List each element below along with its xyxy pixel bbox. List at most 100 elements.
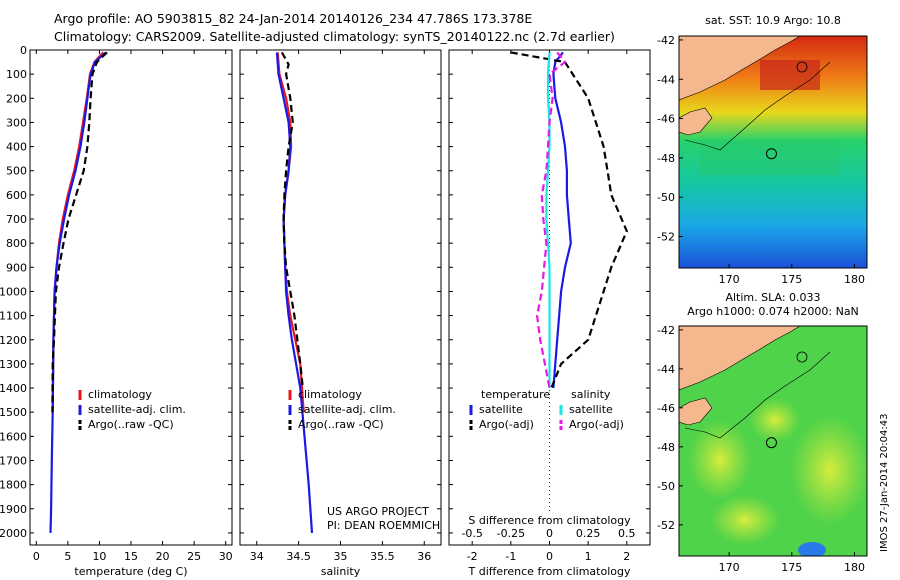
- x-tick-label: 175: [781, 273, 802, 286]
- x-axis-label: salinity: [321, 565, 361, 578]
- y-tick-label: 1900: [0, 503, 27, 516]
- sst-warm-patch: [760, 60, 820, 90]
- header-line-1: Argo profile: AO 5903815_82 24-Jan-2014 …: [54, 11, 533, 26]
- x-tick-label: 180: [844, 273, 865, 286]
- y-tick-label: 700: [6, 213, 27, 226]
- argo-float-marker: [765, 437, 777, 449]
- sla-map: [679, 326, 867, 556]
- x-tick-label: 2: [623, 550, 630, 563]
- x-tick-label: 35.5: [370, 550, 395, 563]
- y-tick-label: -52: [657, 519, 675, 532]
- plot-frame: [239, 49, 442, 546]
- y-tick-label: 100: [6, 68, 27, 81]
- legend-label: satellite: [569, 403, 613, 416]
- y-tick-label: 900: [6, 261, 27, 274]
- x-tick-label: 170: [719, 561, 740, 574]
- series-line-salinity-satellite: [545, 52, 551, 388]
- x2-tick-label: 0.5: [618, 527, 636, 540]
- sst-map-axes: 170 175 180 -42 -44 -46 -48 -50 -52: [657, 34, 868, 286]
- map-frame: [678, 35, 868, 269]
- y-tick-label: 1500: [0, 406, 27, 419]
- series-line-satellite-adj-clim-: [49, 51, 107, 533]
- sst-map-title: sat. SST: 10.9 Argo: 10.8: [705, 14, 841, 27]
- pi-label: PI: DEAN ROEMMICH: [327, 519, 440, 532]
- x-tick-label: 25: [187, 550, 201, 563]
- imos-timestamp: IMOS 27-Jan-2014 20:04:43: [879, 413, 890, 552]
- shelf-contour: [684, 351, 831, 439]
- y-tick-label: -50: [657, 480, 675, 493]
- y-tick-label: -44: [657, 363, 675, 376]
- y-tick-label: 1200: [0, 334, 27, 347]
- sla-map-title: Altim. SLA: 0.033: [725, 291, 820, 304]
- y-tick-label: -42: [657, 34, 675, 47]
- x-tick-label: 0: [546, 550, 553, 563]
- feature-marker: [796, 61, 808, 73]
- header-line-2: Climatology: CARS2009. Satellite-adjuste…: [54, 29, 615, 44]
- sla-map-subtitle: Argo h1000: 0.074 h2000: NaN: [687, 305, 859, 318]
- x-tick-label: 30: [219, 550, 233, 563]
- x-tick-label: 20: [156, 550, 170, 563]
- y-tick-label: -46: [657, 113, 675, 126]
- legend-label: Argo(..raw -QC): [88, 418, 174, 431]
- legend-header: salinity: [571, 388, 611, 401]
- x2-tick-label: 0.25: [576, 527, 601, 540]
- x2-axis-label: S difference from climatology: [468, 514, 631, 527]
- y-tick-label: -46: [657, 402, 675, 415]
- y-tick-label: 1300: [0, 358, 27, 371]
- plot-frame: [29, 49, 233, 546]
- series-line-argo-raw-qc-: [51, 51, 108, 413]
- map-frame: [678, 325, 868, 557]
- land-mass: [679, 326, 801, 391]
- x-tick-label: 34.5: [286, 550, 311, 563]
- sla-anomaly: [710, 495, 780, 545]
- x-tick-label: -2: [467, 550, 478, 563]
- legend-label: Argo(-adj): [569, 418, 624, 431]
- land-mass: [679, 36, 801, 101]
- legend-label: Argo(..raw -QC): [298, 418, 384, 431]
- series-line-temperature-argo-adj-: [510, 51, 628, 389]
- legend-label: climatology: [88, 388, 152, 401]
- y-tick-label: 1400: [0, 382, 27, 395]
- x-tick-label: 170: [719, 273, 740, 286]
- legend-header: temperature: [481, 388, 550, 401]
- sla-map-axes: 170 175 180 -42 -44 -46 -48 -50 -52: [657, 324, 868, 574]
- legend-label: satellite-adj. clim.: [88, 403, 186, 416]
- feature-marker: [796, 351, 808, 363]
- x-tick-label: 5: [64, 550, 71, 563]
- x-tick-label: 175: [781, 561, 802, 574]
- y-tick-label: -52: [657, 231, 675, 244]
- y-tick-label: -44: [657, 73, 675, 86]
- y-tick-label: 800: [6, 237, 27, 250]
- x-tick-label: 34: [250, 550, 264, 563]
- temperature-panel: 0 5 10 15 20 25 300100200300400500600700800900…: [0, 44, 233, 578]
- y-tick-label: -42: [657, 324, 675, 337]
- differences-panel: -2 -1 0 1 2 T difference from climatology S di…: [448, 49, 651, 578]
- shelf-contour: [684, 61, 831, 151]
- x-tick-label: 1: [585, 550, 592, 563]
- legend-label: satellite-adj. clim.: [298, 403, 396, 416]
- sla-anomaly: [688, 420, 752, 500]
- y-tick-label: 300: [6, 116, 27, 129]
- x-axis-label: temperature (deg C): [74, 565, 187, 578]
- series-line-satellite-adj-clim-: [275, 52, 314, 533]
- sst-green-band: [700, 140, 840, 175]
- x-tick-label: -1: [505, 550, 516, 563]
- x-tick-label: 36: [417, 550, 431, 563]
- y-tick-label: -50: [657, 191, 675, 204]
- legend-label: satellite: [479, 403, 523, 416]
- x-tick-label: 15: [124, 550, 138, 563]
- x-tick-label: 10: [92, 550, 106, 563]
- sst-map: [679, 36, 867, 268]
- y-tick-label: 0: [20, 44, 27, 57]
- y-tick-label: -48: [657, 152, 675, 165]
- x-tick-label: 35: [334, 550, 348, 563]
- x-axis-label: T difference from climatology: [468, 565, 631, 578]
- y-tick-label: 1000: [0, 285, 27, 298]
- salinity-panel: 34 34.5 35 35.5 36 salinity climatology satelli…: [239, 49, 442, 578]
- legend-label: climatology: [298, 388, 362, 401]
- x-tick-label: 0: [33, 550, 40, 563]
- y-tick-label: 1700: [0, 454, 27, 467]
- x2-tick-label: -0.5: [461, 527, 482, 540]
- series-line-argo-raw-qc-: [280, 51, 304, 389]
